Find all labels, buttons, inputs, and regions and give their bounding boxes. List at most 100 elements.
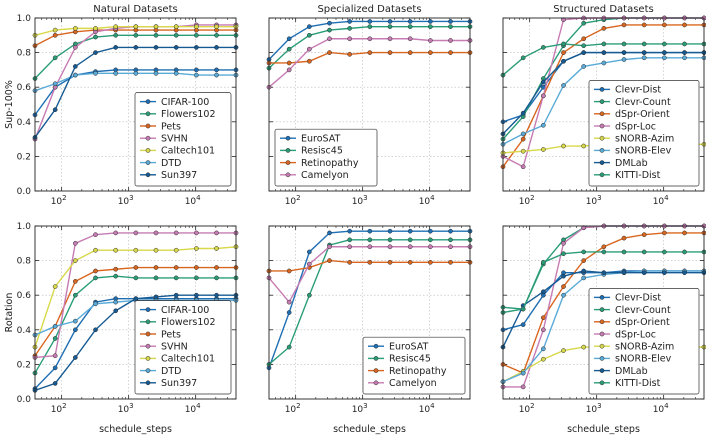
data-point <box>286 60 292 66</box>
legend-label: Pets <box>161 121 181 132</box>
legend-label: Retinopathy <box>301 158 359 169</box>
data-point <box>682 22 687 28</box>
data-point <box>52 27 58 33</box>
data-point <box>286 268 292 274</box>
data-point <box>133 265 139 270</box>
legend-swatch-marker <box>599 343 605 349</box>
legend-label: Camelyon <box>389 378 437 389</box>
legend-label: sNORB-Azim <box>615 342 674 353</box>
data-point <box>662 230 667 236</box>
legend-label: CIFAR-100 <box>161 97 209 108</box>
data-point <box>173 24 179 29</box>
data-point <box>448 237 453 243</box>
data-point <box>214 67 219 73</box>
data-point <box>520 148 526 154</box>
chart-panel-3: 0.0 0.2 0.4 0.6 0.8 1.0 102 103 104 Rotation sched… <box>4 222 239 435</box>
data-point <box>306 24 312 29</box>
data-point <box>601 50 607 55</box>
data-point <box>621 235 627 241</box>
legend-label: Flowers102 <box>161 317 216 328</box>
legend-label: sNORB-Elev <box>615 354 672 365</box>
data-point <box>153 265 159 270</box>
chart-title: Specialized Datasets <box>317 4 421 15</box>
legend-label: DMLab <box>615 366 648 377</box>
data-point <box>214 246 219 251</box>
legend-item: Retinopathy <box>280 158 359 169</box>
legend-label: KITTI-Dist <box>615 170 661 181</box>
data-point <box>581 249 587 255</box>
data-point <box>621 270 627 276</box>
data-point <box>214 24 219 29</box>
axes-frame <box>34 225 237 400</box>
y-tick-label: 0.6 <box>17 291 32 301</box>
legend-swatch-marker <box>145 331 151 337</box>
series-6 <box>32 292 239 393</box>
data-point <box>306 32 312 38</box>
data-point <box>52 365 58 371</box>
data-point <box>407 36 413 42</box>
data-point <box>428 19 433 24</box>
legend-box <box>588 288 700 395</box>
data-point <box>52 284 58 289</box>
data-point <box>153 294 159 300</box>
data-point <box>133 230 139 236</box>
data-point <box>72 279 78 284</box>
data-point <box>428 244 433 250</box>
legend-item: KITTI-Dist <box>594 170 661 181</box>
data-point <box>581 36 587 42</box>
legend-item: sNORB-Elev <box>594 354 672 365</box>
data-point <box>347 237 353 243</box>
series-4 <box>32 24 239 38</box>
data-point <box>153 230 159 236</box>
legend-swatch-marker <box>373 368 379 373</box>
legend-label: Flowers102 <box>161 109 216 120</box>
y-tick-label: 0.0 <box>17 187 32 197</box>
legend-box <box>362 336 466 395</box>
data-point <box>93 327 98 333</box>
data-point <box>194 72 199 78</box>
legend-swatch-marker <box>599 331 605 337</box>
data-point <box>214 32 219 38</box>
data-point <box>641 50 647 55</box>
x-tick-label: 103 <box>586 194 602 207</box>
legend-item: Caltech101 <box>140 354 215 365</box>
data-point <box>520 131 526 137</box>
data-point <box>52 32 58 38</box>
data-point <box>113 308 119 314</box>
data-point <box>387 237 393 243</box>
legend-label: dSpr-Orient <box>615 317 670 328</box>
data-point <box>153 45 159 50</box>
legend-label: CIFAR-100 <box>161 305 209 316</box>
y-tick-label: 1.0 <box>17 14 32 24</box>
data-point <box>682 270 687 276</box>
data-point <box>347 26 353 31</box>
legend-label: DMLab <box>615 158 648 169</box>
data-point <box>682 249 687 255</box>
legend-swatch-marker <box>145 148 151 153</box>
data-point <box>52 353 58 359</box>
legend-swatch-marker <box>599 319 605 325</box>
data-point <box>173 45 179 50</box>
legend-swatch-marker <box>145 160 151 165</box>
legend-label: Caltech101 <box>161 146 215 157</box>
data-point <box>641 22 647 28</box>
data-point <box>540 45 546 50</box>
data-point <box>52 381 58 386</box>
legend-label: Clevr-Dist <box>615 85 661 96</box>
data-point <box>682 55 687 61</box>
x-axis-label: schedule_steps <box>333 424 406 435</box>
data-point <box>428 38 433 43</box>
data-point <box>581 275 587 281</box>
legend-item: EuroSAT <box>368 342 429 353</box>
x-tick-label: 103 <box>352 194 368 207</box>
legend-item: KITTI-Dist <box>594 378 661 389</box>
data-point <box>448 24 453 29</box>
data-point <box>72 258 78 263</box>
legend-label: KITTI-Dist <box>615 378 661 389</box>
data-point <box>601 244 607 250</box>
data-point <box>286 344 292 350</box>
x-tick-label: 103 <box>352 402 368 415</box>
data-point <box>72 355 78 360</box>
data-point <box>428 259 433 265</box>
